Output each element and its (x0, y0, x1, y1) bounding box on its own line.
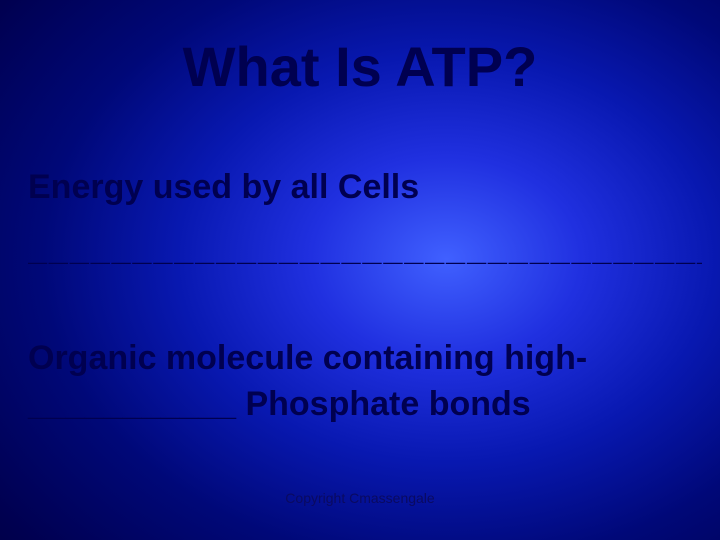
fill-in-blank-line: ___________________________________ (28, 230, 702, 269)
slide-title: What Is ATP? (0, 38, 720, 97)
slide-container: What Is ATP? Energy used by all Cells __… (0, 0, 720, 540)
copyright-footer: Copyright Cmassengale (0, 490, 720, 506)
bullet-1: Energy used by all Cells (28, 168, 419, 207)
bullet-2: Organic molecule containing high-_______… (28, 336, 696, 428)
